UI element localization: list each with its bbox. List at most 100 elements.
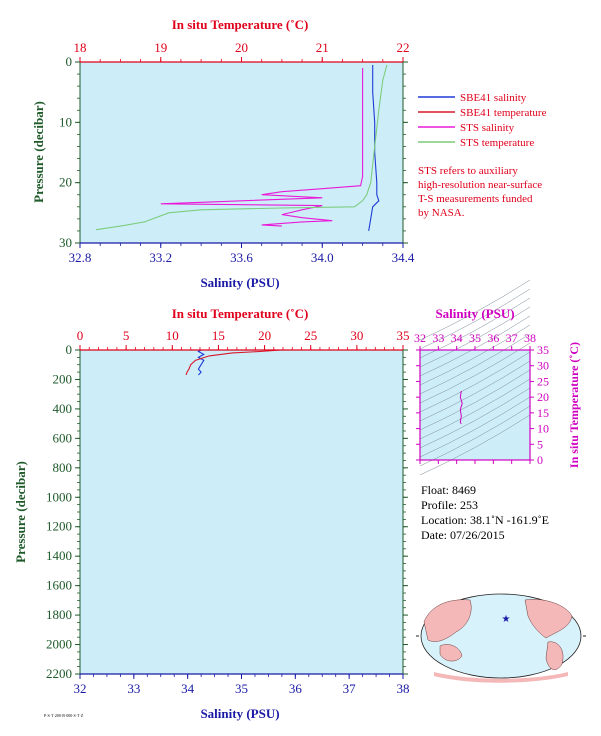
bottom-temp-axis-label: In situ Temperature (˚C): [172, 306, 309, 321]
map-north-america: [524, 599, 573, 639]
ts-temp-tick-label-2: 10: [537, 422, 549, 436]
bottom-sal-tick-label-6: 38: [397, 681, 410, 696]
bottom-sal-tick-label-3: 35: [235, 681, 248, 696]
top-pres-tick-label-2: 20: [59, 175, 72, 190]
top-line-sts-salinity: [160, 68, 364, 227]
top-plot-area: [80, 62, 403, 243]
top-legend: SBE41 salinity SBE41 temperature STS sal…: [418, 92, 547, 149]
ts-temp-tick-label-1: 5: [537, 437, 543, 451]
bottom-sal-tick-label-0: 32: [74, 681, 87, 696]
bottom-ticks-group: 0 5 10 15 20 25 30 35 32 33 34 35 36 37 38 0 200 400 600 80…: [46, 328, 410, 696]
ts-temp-tick-label-6: 30: [537, 359, 549, 373]
top-pres-tick-label-1: 10: [59, 114, 72, 129]
map-australia: [439, 644, 463, 662]
bottom-temp-tick-label-7: 35: [397, 328, 410, 343]
info-float: Float: 8469: [421, 483, 476, 497]
legend-label-sts-salinity: STS salinity: [460, 122, 515, 134]
ts-isopycnal-line: [419, 378, 531, 440]
bottom-plot-area: [80, 350, 403, 674]
ts-isopycnal-line: [419, 351, 531, 413]
footer-code: P·S·T·200·B·000·S·T·Z: [44, 713, 84, 718]
ts-temp-tick-label-4: 20: [537, 390, 549, 404]
top-temp-tick-label-0: 18: [74, 40, 87, 55]
info-location: Location: 38.1˚N -161.9˚E: [421, 513, 549, 527]
bottom-temp-tick-label-1: 5: [123, 328, 130, 343]
ts-temp-tick-label-5: 25: [537, 374, 549, 388]
ts-isopycnal-line: [419, 396, 531, 458]
bottom-line-sbe41-temperature: [185, 349, 282, 376]
ts-temp-tick-label-7: 35: [537, 343, 549, 357]
top-sal-tick-label-1: 33.2: [149, 250, 172, 265]
top-pressure-axis-label: Pressure (decibar): [31, 101, 46, 203]
ts-sal-tick-label-0: 32: [414, 331, 426, 345]
bottom-sal-tick-label-2: 34: [181, 681, 195, 696]
bottom-pres-tick-label-6: 1200: [46, 519, 72, 534]
bottom-temp-tick-label-5: 25: [304, 328, 317, 343]
ts-sal-tick-label-6: 38: [524, 331, 536, 345]
bottom-chart: 0 5 10 15 20 25 30 35 32 33 34 35 36 37 38 0 200 400 600 80…: [13, 306, 410, 721]
bottom-pres-tick-label-3: 600: [53, 430, 73, 445]
info-profile: Profile: 253: [421, 498, 478, 512]
ts-series-group: [459, 390, 463, 425]
top-ticks-group: 18 19 20 21 22 32.8 33.2 33.6 34.0 34.4 0 10 20 30: [59, 40, 415, 265]
top-temp-tick-label-4: 22: [397, 40, 410, 55]
ts-line-t-s-profile: [459, 390, 463, 425]
bottom-sal-tick-label-1: 33: [127, 681, 140, 696]
ts-sal-tick-label-4: 36: [487, 331, 499, 345]
bottom-pres-tick-label-8: 1600: [46, 578, 72, 593]
ts-isopycnal-line: [419, 306, 531, 368]
bottom-temp-tick-label-0: 0: [77, 328, 84, 343]
top-line-sts-temperature: [96, 64, 388, 231]
ts-isopycnal-line: [419, 342, 531, 404]
ts-isopycnal-line: [419, 414, 531, 476]
top-sal-tick-label-3: 34.0: [311, 250, 334, 265]
bottom-sal-tick-label-4: 36: [289, 681, 303, 696]
ts-sal-tick-label-1: 33: [432, 331, 444, 345]
ts-sal-axis-label: Salinity (PSU): [435, 306, 514, 321]
map-asia: [423, 599, 472, 642]
world-map: ★: [416, 593, 586, 683]
ts-isopycnal-line: [419, 387, 531, 449]
ts-temp-axis-label: In situ Temperature (˚C): [567, 342, 581, 468]
top-temp-tick-label-2: 20: [235, 40, 248, 55]
note-line-1: STS refers to auxiliary: [418, 165, 518, 177]
bottom-series-group: [185, 349, 282, 376]
ts-isopycnal-line: [419, 333, 531, 395]
float-info: Float: 8469 Profile: 253 Location: 38.1˚…: [421, 483, 549, 542]
top-sal-tick-label-2: 33.6: [230, 250, 253, 265]
ts-isopycnal-line: [419, 324, 531, 386]
bottom-pressure-axis-label: Pressure (decibar): [13, 461, 28, 563]
bottom-line-sbe41-salinity: [197, 349, 205, 376]
ts-isopycnal-line: [419, 279, 531, 341]
bottom-pres-tick-label-5: 1000: [46, 489, 72, 504]
bottom-pres-tick-label-10: 2000: [46, 637, 72, 652]
top-pres-tick-label-3: 30: [59, 235, 72, 250]
ts-isopycnal-line: [419, 297, 531, 359]
ts-isopycnal-line: [419, 288, 531, 350]
top-line-sbe41-salinity: [368, 65, 380, 231]
top-sal-tick-label-0: 32.8: [69, 250, 92, 265]
bottom-pres-tick-label-2: 400: [53, 401, 73, 416]
bottom-temp-tick-label-3: 15: [212, 328, 225, 343]
top-temp-tick-label-3: 21: [316, 40, 329, 55]
note-line-3: T-S measurements funded: [418, 193, 533, 205]
map-south-america: [545, 641, 564, 670]
map-antarctica: [434, 672, 568, 683]
top-temp-tick-label-1: 19: [154, 40, 167, 55]
top-sal-axis-label: Salinity (PSU): [200, 275, 279, 290]
bottom-pres-tick-label-4: 800: [53, 460, 73, 475]
ts-plot-area: [420, 350, 530, 460]
top-sal-tick-label-4: 34.4: [392, 250, 415, 265]
float-location-marker: ★: [502, 614, 511, 625]
bottom-temp-tick-label-2: 10: [166, 328, 179, 343]
ts-sal-tick-label-2: 34: [451, 331, 463, 345]
info-date: Date: 07/26/2015: [421, 528, 505, 542]
ts-temp-tick-label-3: 15: [537, 406, 549, 420]
bottom-temp-tick-label-4: 20: [258, 328, 271, 343]
bottom-sal-tick-label-5: 37: [343, 681, 357, 696]
legend-label-sbe-salinity: SBE41 salinity: [460, 92, 527, 104]
ts-sal-tick-label-3: 35: [469, 331, 481, 345]
top-pres-tick-label-0: 0: [66, 54, 73, 69]
